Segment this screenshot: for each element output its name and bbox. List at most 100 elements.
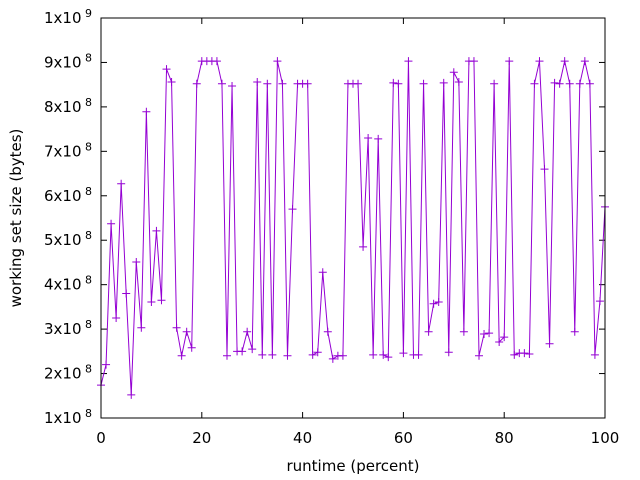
data-point xyxy=(182,327,191,336)
data-point xyxy=(469,57,478,66)
data-point xyxy=(505,57,514,66)
x-tick-label: 60 xyxy=(394,429,413,447)
y-tick-mantissa: 4x10 xyxy=(44,276,82,294)
data-point xyxy=(258,350,267,359)
data-point xyxy=(263,79,272,88)
data-point xyxy=(328,354,337,363)
y-tick-mantissa: 9x10 xyxy=(44,53,82,71)
y-tick-label: 3x10 8 xyxy=(44,318,92,338)
x-tick-label: 80 xyxy=(495,429,514,447)
data-point xyxy=(192,79,201,88)
x-tick-label: 40 xyxy=(293,429,312,447)
x-tick-label: 20 xyxy=(192,429,211,447)
series-line xyxy=(100,60,606,395)
data-point xyxy=(535,57,544,66)
data-point xyxy=(283,351,292,360)
data-point xyxy=(389,78,398,87)
data-point xyxy=(253,78,262,86)
data-point xyxy=(429,299,438,308)
y-tick-label: 8x10 8 xyxy=(44,96,92,116)
y-tick-label: 9x10 8 xyxy=(44,51,92,71)
data-point xyxy=(414,350,423,359)
x-axis: 0 20 40 60 80 100 xyxy=(96,18,619,447)
data-point xyxy=(560,57,569,66)
data-point xyxy=(580,57,589,66)
y-axis-label: working set size (bytes) xyxy=(7,129,25,308)
y-tick-label: 6x10 8 xyxy=(44,185,92,205)
y-tick-label: 1x10 9 xyxy=(44,7,92,27)
y-tick-mantissa: 1x10 xyxy=(44,409,82,427)
data-point xyxy=(268,350,277,359)
y-tick-exponent: 8 xyxy=(82,229,93,242)
y-tick-exponent: 8 xyxy=(82,363,93,376)
data-point xyxy=(439,78,448,87)
data-point xyxy=(510,350,519,359)
data-point xyxy=(379,350,388,359)
data-point xyxy=(162,65,171,74)
data-point xyxy=(565,79,574,88)
data-point xyxy=(308,350,317,359)
data-point xyxy=(122,289,131,298)
y-tick-exponent: 8 xyxy=(82,185,93,198)
data-point xyxy=(338,351,347,360)
y-tick-label: 2x10 8 xyxy=(44,363,92,383)
data-point xyxy=(142,107,151,116)
data-point xyxy=(102,360,111,369)
data-point xyxy=(404,57,413,66)
x-axis-label: runtime (percent) xyxy=(287,457,420,475)
data-point xyxy=(495,338,504,346)
data-point xyxy=(394,79,403,88)
data-point xyxy=(147,298,156,306)
data-point xyxy=(132,258,141,266)
data-point xyxy=(434,298,443,306)
data-point xyxy=(444,348,453,357)
data-point xyxy=(323,327,332,336)
data-point xyxy=(177,351,186,360)
y-tick-label: 5x10 8 xyxy=(44,229,92,249)
x-tick-label: 0 xyxy=(96,429,106,447)
data-point xyxy=(525,350,534,358)
data-point xyxy=(545,339,554,348)
data-point xyxy=(212,57,221,66)
data-point xyxy=(419,79,428,88)
data-point xyxy=(490,79,499,88)
data-point xyxy=(172,323,181,332)
data-point xyxy=(449,68,458,77)
y-tick-label: 4x10 8 xyxy=(44,274,92,294)
data-point xyxy=(359,242,368,251)
data-point xyxy=(288,205,297,214)
y-tick-exponent: 8 xyxy=(82,140,93,153)
data-point xyxy=(354,79,363,88)
y-tick-mantissa: 8x10 xyxy=(44,98,82,116)
data-point xyxy=(590,350,599,359)
data-point xyxy=(313,348,322,357)
y-tick-exponent: 8 xyxy=(82,407,93,420)
data-point xyxy=(454,78,463,86)
y-tick-mantissa: 3x10 xyxy=(44,320,82,338)
data-point xyxy=(540,165,549,174)
data-point xyxy=(117,179,126,188)
data-point xyxy=(223,351,231,360)
data-point xyxy=(318,268,327,277)
data-point xyxy=(248,345,257,354)
data-point xyxy=(127,390,136,399)
y-tick-mantissa: 7x10 xyxy=(44,142,82,160)
y-tick-mantissa: 1x10 xyxy=(44,9,82,27)
data-point xyxy=(187,343,196,352)
data-point xyxy=(520,349,529,358)
data-point xyxy=(374,134,383,143)
data-point xyxy=(399,349,408,358)
data-point xyxy=(137,323,146,332)
plot-frame xyxy=(100,17,606,419)
data-point xyxy=(530,79,539,88)
data-point xyxy=(475,351,483,360)
data-point xyxy=(459,327,468,336)
data-point xyxy=(500,333,509,342)
data-point xyxy=(369,350,378,359)
data-point xyxy=(238,347,247,356)
data-point xyxy=(112,314,121,322)
data-point xyxy=(273,57,282,66)
data-point xyxy=(364,134,373,142)
data-point xyxy=(303,79,312,88)
